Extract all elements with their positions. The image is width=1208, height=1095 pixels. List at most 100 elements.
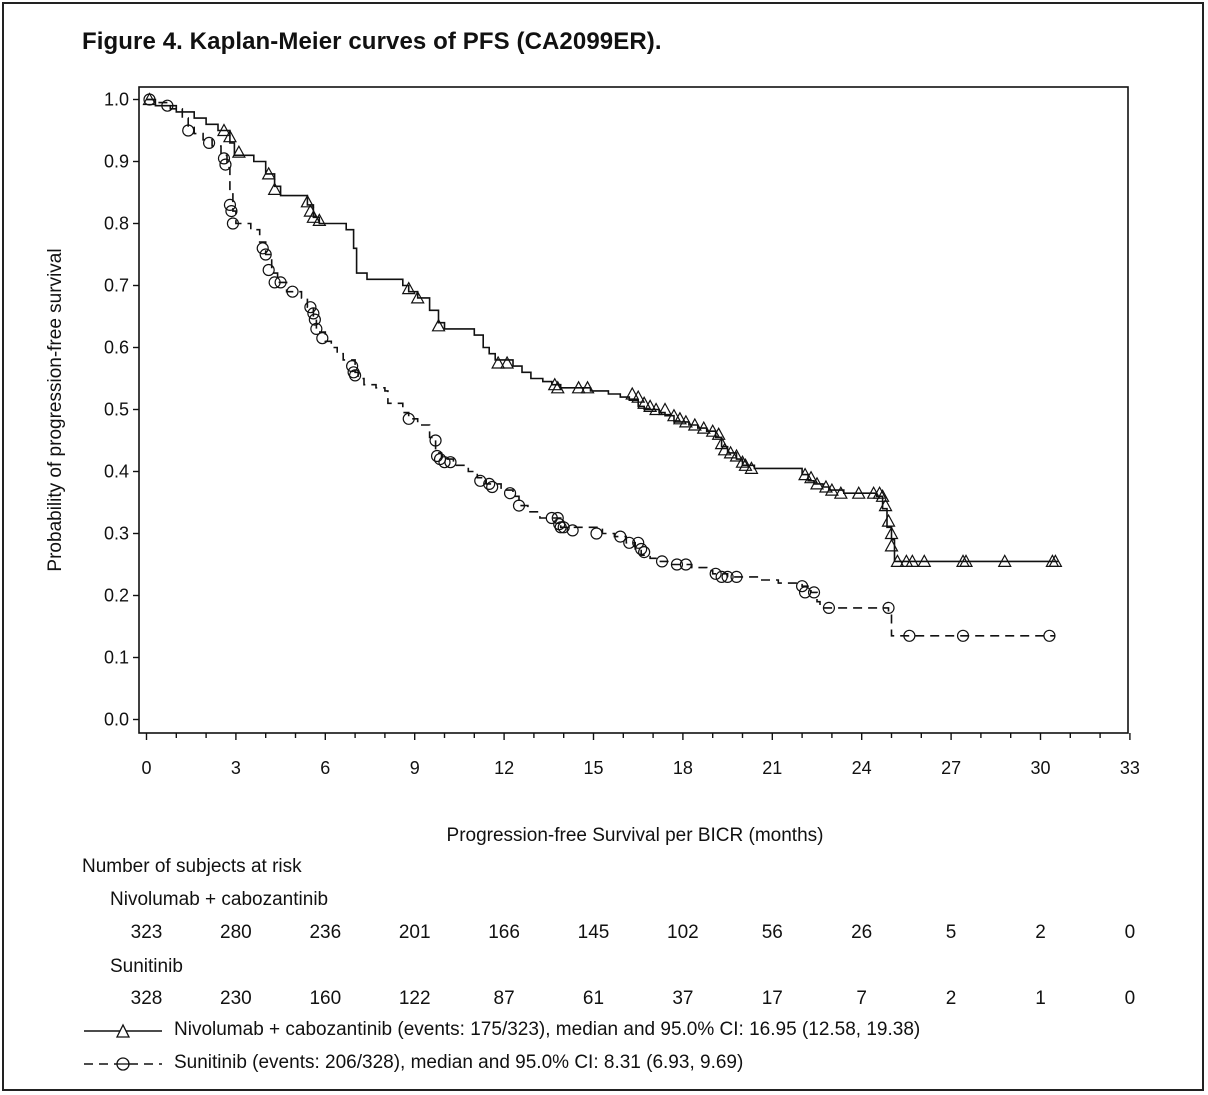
censor-circle-mark: [182, 124, 195, 137]
censor-circle-mark: [590, 527, 603, 540]
censor-circle-mark: [557, 521, 570, 534]
risk-count: 5: [945, 922, 957, 943]
censor-triangle-mark: [678, 414, 693, 428]
censor-circle-mark: [217, 152, 231, 165]
censor-triangle-mark: [717, 442, 732, 456]
censor-circle-mark: [882, 601, 895, 615]
censor-triangle-mark: [997, 554, 1012, 567]
risk-count: 0: [1124, 988, 1136, 1009]
censor-triangle-mark: [804, 470, 819, 484]
censor-triangle-mark: [231, 144, 246, 158]
plot-axes: 0.0 0.1 0.2 0.3 0.4 0.5 0.6 0.7 0.8 0.9 1.0 0 3 6 9 12 1…: [104, 86, 1140, 778]
y-tick-label: 0.6: [104, 338, 129, 358]
censor-circle-mark: [798, 586, 812, 599]
risk-count: 230: [220, 988, 252, 1009]
risk-count: 102: [667, 922, 699, 943]
x-tick-label: 9: [410, 758, 420, 778]
risk-table-heading: Number of subjects at risk: [82, 856, 302, 877]
censor-triangle-mark: [729, 448, 744, 462]
censor-circle-mark: [721, 570, 734, 584]
x-tick-label: 3: [231, 758, 241, 778]
y-tick-label: 0.8: [104, 214, 129, 234]
censor-circle-mark: [346, 360, 359, 373]
censor-circle-mark: [483, 477, 496, 490]
risk-count: 2: [945, 988, 957, 1009]
censor-triangle-mark: [1048, 554, 1063, 567]
legend-text-suni: Sunitinib (events: 206/328), median and …: [174, 1052, 744, 1073]
censor-triangle-mark: [267, 182, 282, 195]
risk-count: 122: [398, 988, 431, 1009]
legend-dashed-circle-symbol: [84, 1057, 162, 1071]
x-tick-label: 18: [673, 758, 693, 778]
plot-curves: [146, 98, 1059, 637]
censor-circle-mark: [259, 248, 272, 261]
censor-circle-mark: [614, 530, 627, 543]
censor-circle-mark: [223, 198, 237, 211]
censor-triangle-mark: [881, 513, 896, 527]
legend-text-nivo: Nivolumab + cabozantinib (events: 175/32…: [174, 1019, 921, 1040]
x-tick-label: 15: [583, 758, 603, 778]
censor-triangle-mark: [809, 476, 825, 490]
censor-triangle-mark: [705, 423, 720, 437]
y-tick-label: 0.5: [104, 400, 129, 420]
y-tick-label: 0.2: [104, 586, 129, 606]
risk-count: 323: [130, 922, 163, 943]
risk-count: 56: [761, 922, 783, 943]
censor-triangle-mark: [872, 485, 887, 499]
censor-triangle-mark: [824, 482, 839, 496]
censor-circle-mark: [161, 99, 174, 112]
censor-circle-mark: [956, 629, 970, 642]
censor-triangle-mark: [306, 210, 321, 223]
curve-sunitinib: [146, 98, 1056, 637]
censor-triangle-mark: [261, 166, 276, 180]
figure-title: Figure 4. Kaplan-Meier curves of PFS (CA…: [82, 28, 662, 55]
risk-count: 166: [488, 922, 520, 943]
censor-circle-mark: [308, 313, 321, 326]
y-tick-label: 0.0: [104, 710, 129, 730]
censor-circle-mark: [623, 536, 636, 549]
censor-circle-mark: [444, 456, 457, 469]
censor-triangle-mark: [723, 445, 738, 459]
y-tick-label: 0.9: [104, 152, 129, 172]
risk-count: 160: [309, 988, 342, 1009]
censor-circle-mark: [632, 536, 645, 549]
censor-triangle-mark: [738, 458, 753, 471]
censor-triangle-mark: [500, 355, 515, 369]
censor-triangle-mark: [631, 389, 646, 403]
censor-triangle-mark: [890, 554, 905, 567]
censor-triangle-mark: [687, 417, 702, 431]
censor-triangle-mark: [580, 380, 595, 394]
censor-triangle-mark: [696, 420, 711, 434]
censor-circle-mark: [655, 555, 669, 568]
y-tick-label: 0.4: [104, 462, 129, 482]
curve-nivolumab-cabozantinib: [146, 98, 1059, 563]
censor-circle-mark: [429, 434, 442, 447]
risk-count: 2: [1035, 922, 1046, 943]
censor-circle-mark: [638, 545, 651, 559]
censor-triangle-mark: [672, 411, 687, 425]
censor-triangle-mark: [744, 461, 759, 474]
censor-circle-mark: [438, 456, 451, 469]
censor-circle-mark: [903, 629, 916, 642]
censor-circle-mark: [286, 285, 299, 298]
censor-circle-mark: [670, 558, 684, 571]
y-axis-label: Probability of progression-free survival: [45, 248, 66, 571]
censor-circle-mark: [202, 136, 216, 149]
risk-count: 37: [672, 988, 694, 1009]
plot-censor-marks: [142, 92, 1063, 642]
risk-count: 26: [851, 922, 873, 943]
censor-triangle-mark: [875, 489, 890, 502]
risk-count: 61: [582, 988, 605, 1009]
legend-solid-triangle-symbol: [84, 1023, 162, 1038]
censor-circle-mark: [307, 307, 320, 320]
censor-circle-mark: [310, 322, 323, 335]
y-tick-label: 1.0: [104, 90, 129, 110]
risk-count: 7: [856, 988, 867, 1009]
censor-circle-mark: [486, 480, 499, 494]
y-tick-label: 0.7: [104, 276, 129, 296]
censor-circle-mark: [1043, 629, 1056, 642]
censor-triangle-mark: [550, 380, 565, 394]
censor-circle-mark: [430, 449, 444, 463]
censor-circle-mark: [554, 521, 567, 534]
